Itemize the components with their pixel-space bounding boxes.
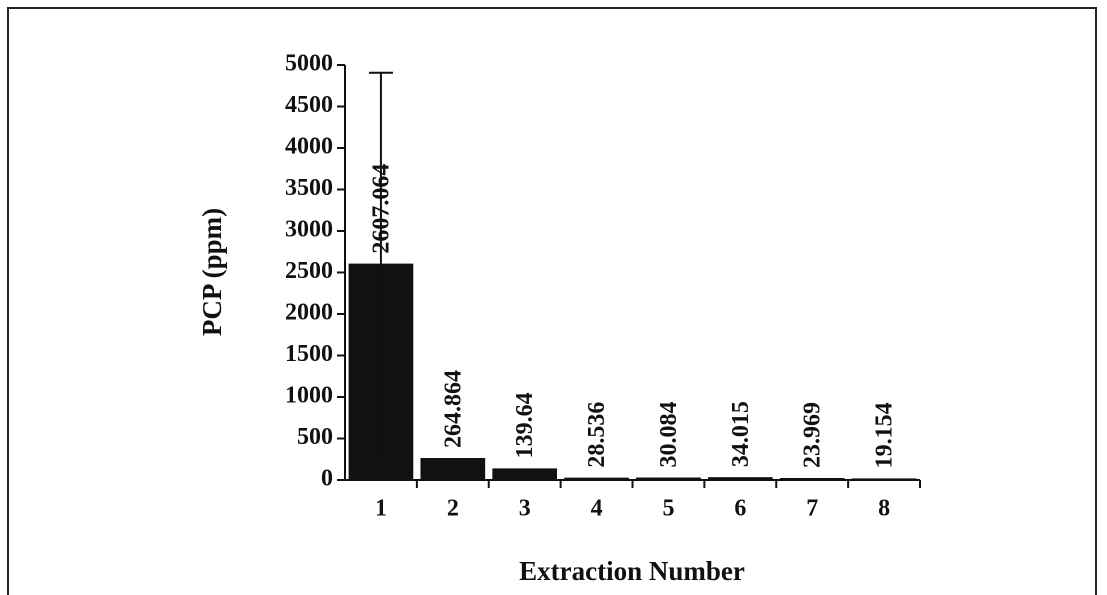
y-tick-label: 4500 (285, 92, 333, 118)
y-tick-label: 5000 (285, 51, 333, 77)
x-tick-label: 8 (878, 496, 890, 522)
x-tick-label: 7 (806, 496, 818, 522)
data-label: 28.536 (584, 402, 610, 468)
y-tick-label: 0 (321, 466, 333, 492)
bar (851, 478, 917, 480)
data-label: 30.084 (656, 402, 682, 468)
bar (564, 477, 629, 480)
data-label: 139.64 (512, 392, 538, 458)
x-tick-label: 5 (662, 496, 674, 522)
data-label: 19.154 (872, 402, 898, 468)
x-tick-label: 3 (519, 496, 531, 522)
y-axis-label: PCP (ppm) (197, 208, 227, 336)
x-tick-label: 2 (447, 496, 459, 522)
y-tick-label: 4000 (285, 134, 333, 160)
bar (779, 478, 845, 480)
x-tick-label: 4 (591, 496, 603, 522)
y-tick-label: 3500 (285, 175, 333, 201)
data-label: 34.015 (728, 401, 754, 467)
y-tick-label: 500 (297, 424, 333, 450)
y-tick-label: 1500 (285, 341, 333, 367)
data-label: 23.969 (800, 402, 826, 468)
bar (492, 468, 558, 480)
y-tick-label: 3000 (285, 217, 333, 243)
data-label: 264.864 (440, 370, 466, 448)
y-tick-label: 2500 (285, 258, 333, 284)
x-axis-label: Extraction Number (519, 556, 745, 586)
bar (420, 458, 486, 480)
data-label: 2607.064 (368, 164, 394, 254)
bar (636, 477, 701, 480)
bar (707, 477, 773, 480)
x-tick-label: 6 (734, 496, 746, 522)
y-tick-label: 1000 (285, 383, 333, 409)
x-tick-label: 1 (375, 496, 387, 522)
y-tick-label: 2000 (285, 300, 333, 326)
frame (7, 7, 1097, 595)
